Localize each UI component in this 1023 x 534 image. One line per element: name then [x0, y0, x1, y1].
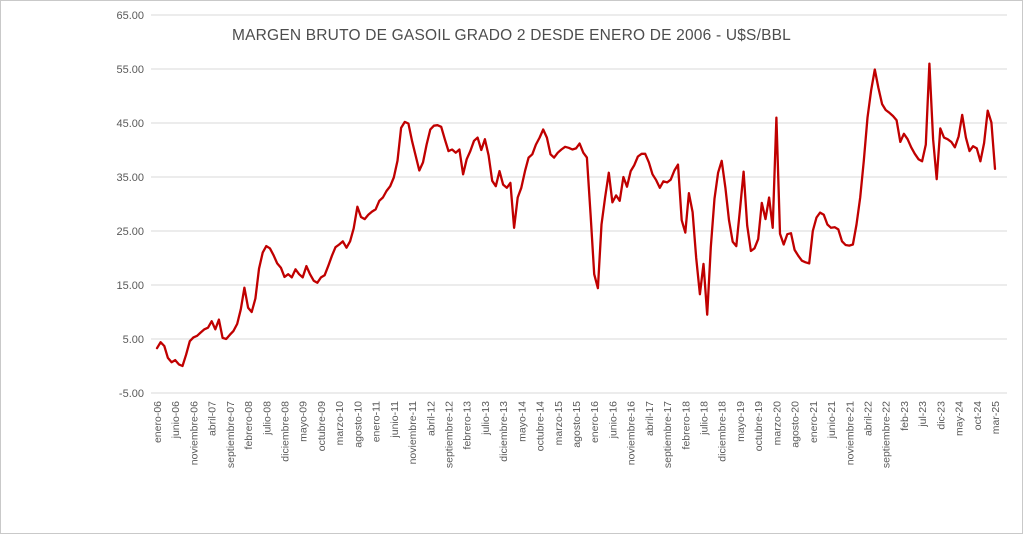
- x-axis-tick-label: marzo-20: [771, 401, 783, 446]
- x-axis-tick-label: may-24: [954, 401, 966, 436]
- x-axis-tick-label: julio-13: [480, 401, 492, 436]
- x-axis-tick-label: agosto-15: [571, 401, 583, 448]
- x-axis-tick-label: mayo-09: [298, 401, 310, 442]
- series-line-margen-bruto: [155, 62, 997, 368]
- y-axis-tick-label: 65.00: [116, 10, 144, 22]
- x-axis-tick-label: octubre-09: [316, 401, 328, 451]
- x-axis-tick-label: agosto-10: [352, 401, 364, 448]
- x-axis-tick-label: diciembre-13: [498, 401, 510, 462]
- x-axis-tick-label: jul-23: [917, 401, 929, 428]
- x-axis-tick-label: abril-07: [207, 401, 219, 436]
- x-axis-tick-label: junio-06: [170, 401, 182, 440]
- x-axis-tick-label: febrero-18: [680, 401, 692, 450]
- x-axis-tick-label: julio-18: [699, 401, 711, 436]
- x-axis-tick-label: mayo-14: [516, 401, 528, 442]
- x-axis-tick-label: mar-25: [990, 401, 1002, 434]
- x-axis-labels: enero-06 junio-06 noviembre-06 abril-07 sept…: [152, 401, 1002, 468]
- x-axis-tick-label: noviembre-16: [626, 401, 638, 465]
- x-axis-tick-label: mayo-19: [735, 401, 747, 442]
- x-axis-tick-label: dic-23: [935, 401, 947, 430]
- x-axis-tick-label: octubre-14: [535, 401, 547, 451]
- y-axis-tick-label: 35.00: [116, 172, 144, 184]
- x-axis-tick-label: enero-16: [589, 401, 601, 443]
- x-axis-tick-label: septiembre-12: [443, 401, 455, 468]
- x-axis-tick-label: feb-23: [899, 401, 911, 431]
- x-axis-tick-label: oct-24: [972, 401, 984, 430]
- x-axis-tick-label: agosto-20: [790, 401, 802, 448]
- x-axis-tick-label: julio-08: [261, 401, 273, 436]
- x-axis-tick-label: diciembre-18: [717, 401, 729, 462]
- y-axis-labels: 65.00 55.00 45.00 35.00 25.00 15.00 5.00 -5.00: [116, 10, 144, 400]
- x-axis-tick-label: enero-11: [371, 401, 383, 442]
- y-axis-tick-label: 5.00: [123, 334, 144, 346]
- x-axis-tick-label: noviembre-21: [844, 401, 856, 465]
- x-axis-tick-label: abril-17: [644, 401, 656, 436]
- gridlines: [151, 14, 1007, 394]
- series-group: [155, 62, 997, 368]
- x-axis-tick-label: noviembre-06: [188, 401, 200, 465]
- x-axis-tick-label: diciembre-08: [280, 401, 292, 462]
- x-axis-tick-label: febrero-08: [243, 401, 255, 450]
- y-axis-tick-label: 55.00: [116, 64, 144, 76]
- y-axis-tick-label: 45.00: [116, 118, 144, 130]
- x-axis-tick-label: septiembre-17: [662, 401, 674, 468]
- x-axis-tick-label: abril-12: [425, 401, 437, 436]
- y-axis-tick-label: -5.00: [119, 388, 144, 400]
- x-axis-tick-label: noviembre-11: [407, 401, 419, 465]
- x-axis-tick-label: enero-21: [808, 401, 820, 443]
- x-axis-tick-label: marzo-10: [334, 401, 346, 446]
- x-axis-tick-label: octubre-19: [753, 401, 765, 451]
- x-axis-tick-label: junio-21: [826, 401, 838, 440]
- x-axis-tick-label: abril-22: [862, 401, 874, 436]
- x-axis-tick-label: septiembre-07: [225, 401, 237, 468]
- x-axis-tick-label: marzo-15: [553, 401, 565, 446]
- x-axis-tick-label: septiembre-22: [881, 401, 893, 468]
- y-axis-tick-label: 15.00: [116, 280, 144, 292]
- x-axis-tick-label: junio-16: [607, 401, 619, 440]
- x-axis-tick-label: junio-11: [389, 401, 401, 439]
- y-axis-tick-label: 25.00: [116, 226, 144, 238]
- x-axis-tick-label: febrero-13: [462, 401, 474, 450]
- chart-title: MARGEN BRUTO DE GASOIL GRADO 2 DESDE ENE…: [232, 27, 791, 44]
- x-axis-tick-label: enero-06: [152, 401, 164, 443]
